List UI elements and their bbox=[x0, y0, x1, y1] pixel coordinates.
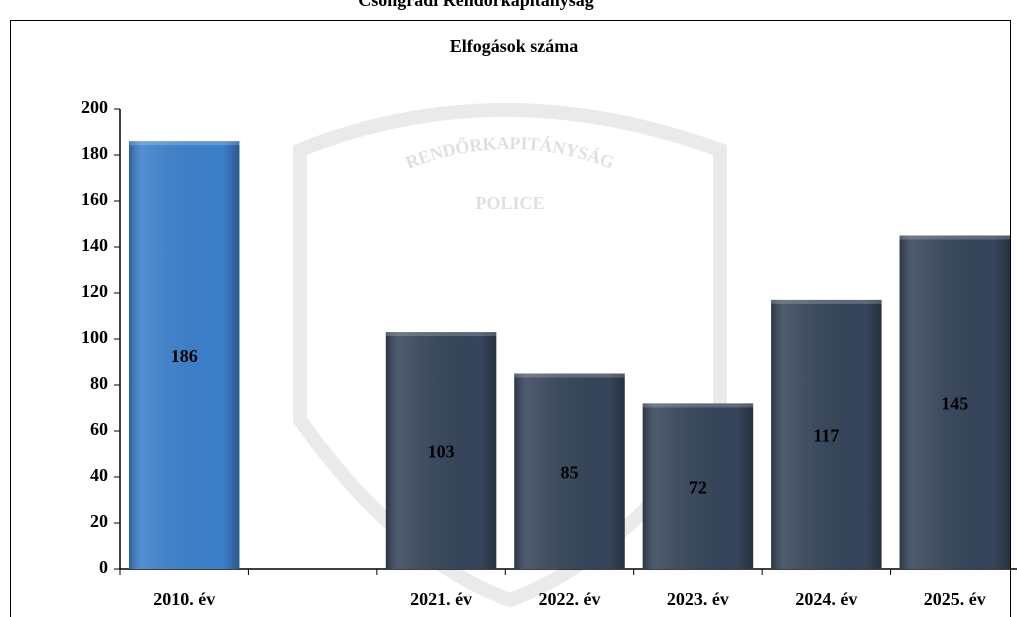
bar-shade bbox=[128, 141, 240, 569]
y-tick-label: 40 bbox=[90, 465, 108, 485]
y-tick-label: 100 bbox=[81, 327, 108, 347]
bar-shade bbox=[514, 373, 625, 569]
value-label: 145 bbox=[941, 393, 968, 413]
bar-top bbox=[899, 235, 1011, 240]
bar-shade bbox=[899, 235, 1011, 569]
y-tick-label: 20 bbox=[90, 511, 108, 531]
x-tick-label: 2025. év bbox=[924, 589, 986, 609]
value-label: 117 bbox=[813, 426, 839, 446]
watermark-word: POLICE bbox=[475, 193, 544, 213]
bar-shade bbox=[642, 403, 754, 569]
value-label: 186 bbox=[171, 346, 198, 366]
bar-top bbox=[128, 141, 240, 146]
chart-title: Elfogások száma bbox=[450, 36, 579, 56]
y-tick-label: 200 bbox=[81, 97, 108, 117]
y-tick-label: 180 bbox=[81, 143, 108, 163]
bar-top bbox=[771, 299, 882, 304]
value-label: 103 bbox=[428, 442, 455, 462]
header: Csongrádi Rendőrkapitányság bbox=[358, 0, 594, 10]
bar-top bbox=[385, 332, 497, 337]
bar-top bbox=[514, 373, 625, 378]
bar-top bbox=[642, 403, 754, 408]
value-label: 72 bbox=[689, 477, 707, 497]
x-tick-label: 2023. év bbox=[667, 589, 729, 609]
y-tick-label: 60 bbox=[90, 419, 108, 439]
x-tick-label: 2022. év bbox=[539, 589, 601, 609]
bar-shade bbox=[385, 332, 497, 569]
y-tick-label: 0 bbox=[99, 557, 108, 577]
x-tick-label: 2010. év bbox=[153, 589, 215, 609]
y-tick-label: 160 bbox=[81, 189, 108, 209]
bar-shade bbox=[771, 299, 882, 569]
value-label: 85 bbox=[561, 462, 579, 482]
y-tick-label: 140 bbox=[81, 235, 108, 255]
y-tick-label: 80 bbox=[90, 373, 108, 393]
x-tick-label: 2021. év bbox=[410, 589, 472, 609]
x-tick-label: 2024. év bbox=[795, 589, 857, 609]
y-tick-label: 120 bbox=[81, 281, 108, 301]
plot: 0 20 40 60 80 100 120 140 160 180 200 2010. év 186 20… bbox=[81, 97, 1017, 609]
